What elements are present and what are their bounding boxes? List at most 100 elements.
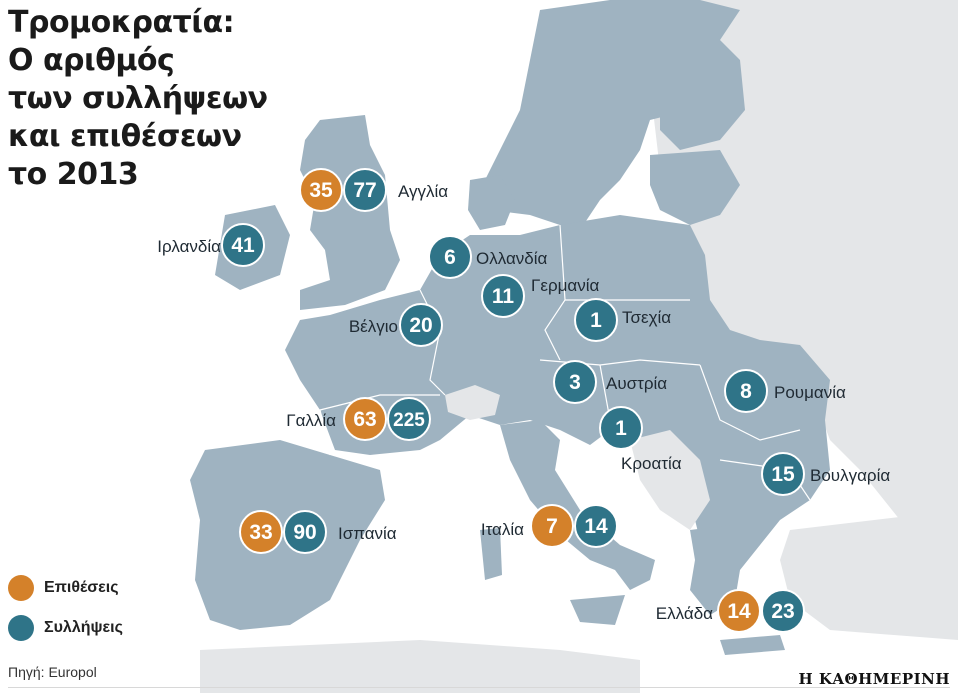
legend-arrests: Συλλήψεις	[8, 608, 123, 648]
map-title: Τρομοκρατία: Ο αριθμός των συλλήψεων και…	[8, 4, 268, 194]
denmark-land	[468, 175, 515, 230]
sicily-land	[570, 595, 625, 625]
country-label: Αυστρία	[606, 374, 667, 393]
arrests-marker: 15	[761, 452, 805, 496]
source-note: Πηγή: Europol	[8, 664, 97, 680]
title-line-1: Τρομοκρατία:	[8, 5, 235, 40]
attacks-marker: 14	[717, 589, 761, 633]
arrests-marker-circle	[553, 360, 597, 404]
arrests-marker: 20	[399, 303, 443, 347]
arrests-marker: 90	[283, 510, 327, 554]
attacks-marker-circle	[530, 504, 574, 548]
switzerland-land	[445, 385, 500, 420]
country-label: Ιρλανδία	[157, 237, 221, 256]
arrests-marker-circle	[221, 223, 265, 267]
attacks-marker-value: 35	[309, 179, 333, 202]
attacks-marker: 63	[343, 397, 387, 441]
baltic-land	[650, 150, 740, 225]
arrests-marker-circle	[387, 397, 431, 441]
arrests-marker-value: 41	[231, 234, 255, 257]
bottom-divider	[8, 687, 950, 688]
arrests-marker-circle	[574, 504, 618, 548]
attacks-swatch	[8, 575, 34, 601]
arrests-marker-value: 23	[771, 600, 794, 623]
legend-attacks: Επιθέσεις	[8, 568, 123, 608]
arrests-marker: 6	[428, 235, 472, 279]
arrests-marker-value: 15	[771, 463, 795, 486]
country-label: Γαλλία	[286, 411, 336, 430]
arrests-marker-value: 1	[590, 309, 602, 332]
country-label: Βουλγαρία	[810, 466, 890, 485]
arrests-marker: 77	[343, 168, 387, 212]
arrests-marker: 41	[221, 223, 265, 267]
arrests-marker: 14	[574, 504, 618, 548]
country-label: Κροατία	[621, 454, 682, 473]
arrests-marker-circle	[428, 235, 472, 279]
arrests-marker: 225	[387, 397, 431, 441]
arrests-marker: 1	[574, 298, 618, 342]
country-label: Βέλγιο	[349, 317, 398, 336]
country-label: Ολλανδία	[476, 249, 548, 268]
arrests-marker-value: 1	[615, 417, 627, 440]
arrests-marker-circle	[399, 303, 443, 347]
arrests-marker-value: 8	[740, 380, 752, 403]
attacks-marker-circle	[239, 510, 283, 554]
arrests-swatch	[8, 615, 34, 641]
arrests-marker-value: 3	[569, 371, 581, 394]
arrests-marker-value: 6	[444, 246, 456, 269]
arrests-marker: 3	[553, 360, 597, 404]
attacks-marker-circle	[299, 168, 343, 212]
map-land	[190, 0, 958, 693]
attacks-marker: 35	[299, 168, 343, 212]
arrests-marker-circle	[343, 168, 387, 212]
country-label: Γερμανία	[531, 276, 600, 295]
attacks-marker-value: 14	[727, 600, 751, 623]
title-line-3: των συλλήψεων	[8, 81, 268, 116]
arrests-marker-value: 77	[353, 179, 376, 202]
arrests-marker-circle	[574, 298, 618, 342]
uk-land	[300, 115, 400, 310]
north-africa-land	[200, 640, 640, 693]
country-label: Ρουμανία	[774, 383, 846, 402]
title-line-2: Ο αριθμός	[8, 43, 175, 78]
title-line-5: το 2013	[8, 157, 139, 192]
arrests-marker: 11	[481, 274, 525, 318]
arrests-marker-value: 14	[584, 515, 608, 538]
country-label: Ισπανία	[338, 524, 397, 543]
arrests-marker-circle	[283, 510, 327, 554]
arrests-marker-circle	[481, 274, 525, 318]
crete-land	[720, 635, 785, 655]
arrests-marker-circle	[599, 406, 643, 450]
legend: Επιθέσεις Συλλήψεις	[8, 568, 123, 648]
sardinia-land	[480, 528, 502, 580]
arrests-marker-value: 11	[492, 285, 515, 308]
country-label: Ελλάδα	[656, 604, 713, 623]
arrests-marker-value: 90	[293, 521, 316, 544]
country-label: Αγγλία	[398, 182, 448, 201]
arrests-marker: 8	[724, 369, 768, 413]
greece-land	[690, 525, 760, 615]
attacks-marker: 7	[530, 504, 574, 548]
attacks-marker-value: 63	[353, 408, 376, 431]
arrests-marker: 23	[761, 589, 805, 633]
arrests-marker: 1	[599, 406, 643, 450]
attacks-marker-value: 7	[546, 515, 558, 538]
arrests-marker-circle	[761, 452, 805, 496]
legend-arrests-label: Συλλήψεις	[44, 619, 123, 636]
balkans-land	[630, 430, 710, 530]
attacks-marker: 33	[239, 510, 283, 554]
country-label: Ιταλία	[481, 520, 524, 539]
brand-logo: Η ΚΑΘΗΜΕΡΙΝΗ	[798, 670, 950, 688]
legend-attacks-label: Επιθέσεις	[44, 579, 119, 596]
arrests-marker-circle	[724, 369, 768, 413]
title-line-4: και επιθέσεων	[8, 119, 242, 154]
attacks-marker-circle	[717, 589, 761, 633]
arrests-marker-value: 225	[393, 410, 425, 431]
finland-land	[660, 40, 745, 150]
attacks-marker-circle	[343, 397, 387, 441]
country-label: Τσεχία	[622, 308, 671, 327]
arrests-marker-circle	[761, 589, 805, 633]
attacks-marker-value: 33	[249, 521, 272, 544]
italy-land	[500, 420, 655, 590]
